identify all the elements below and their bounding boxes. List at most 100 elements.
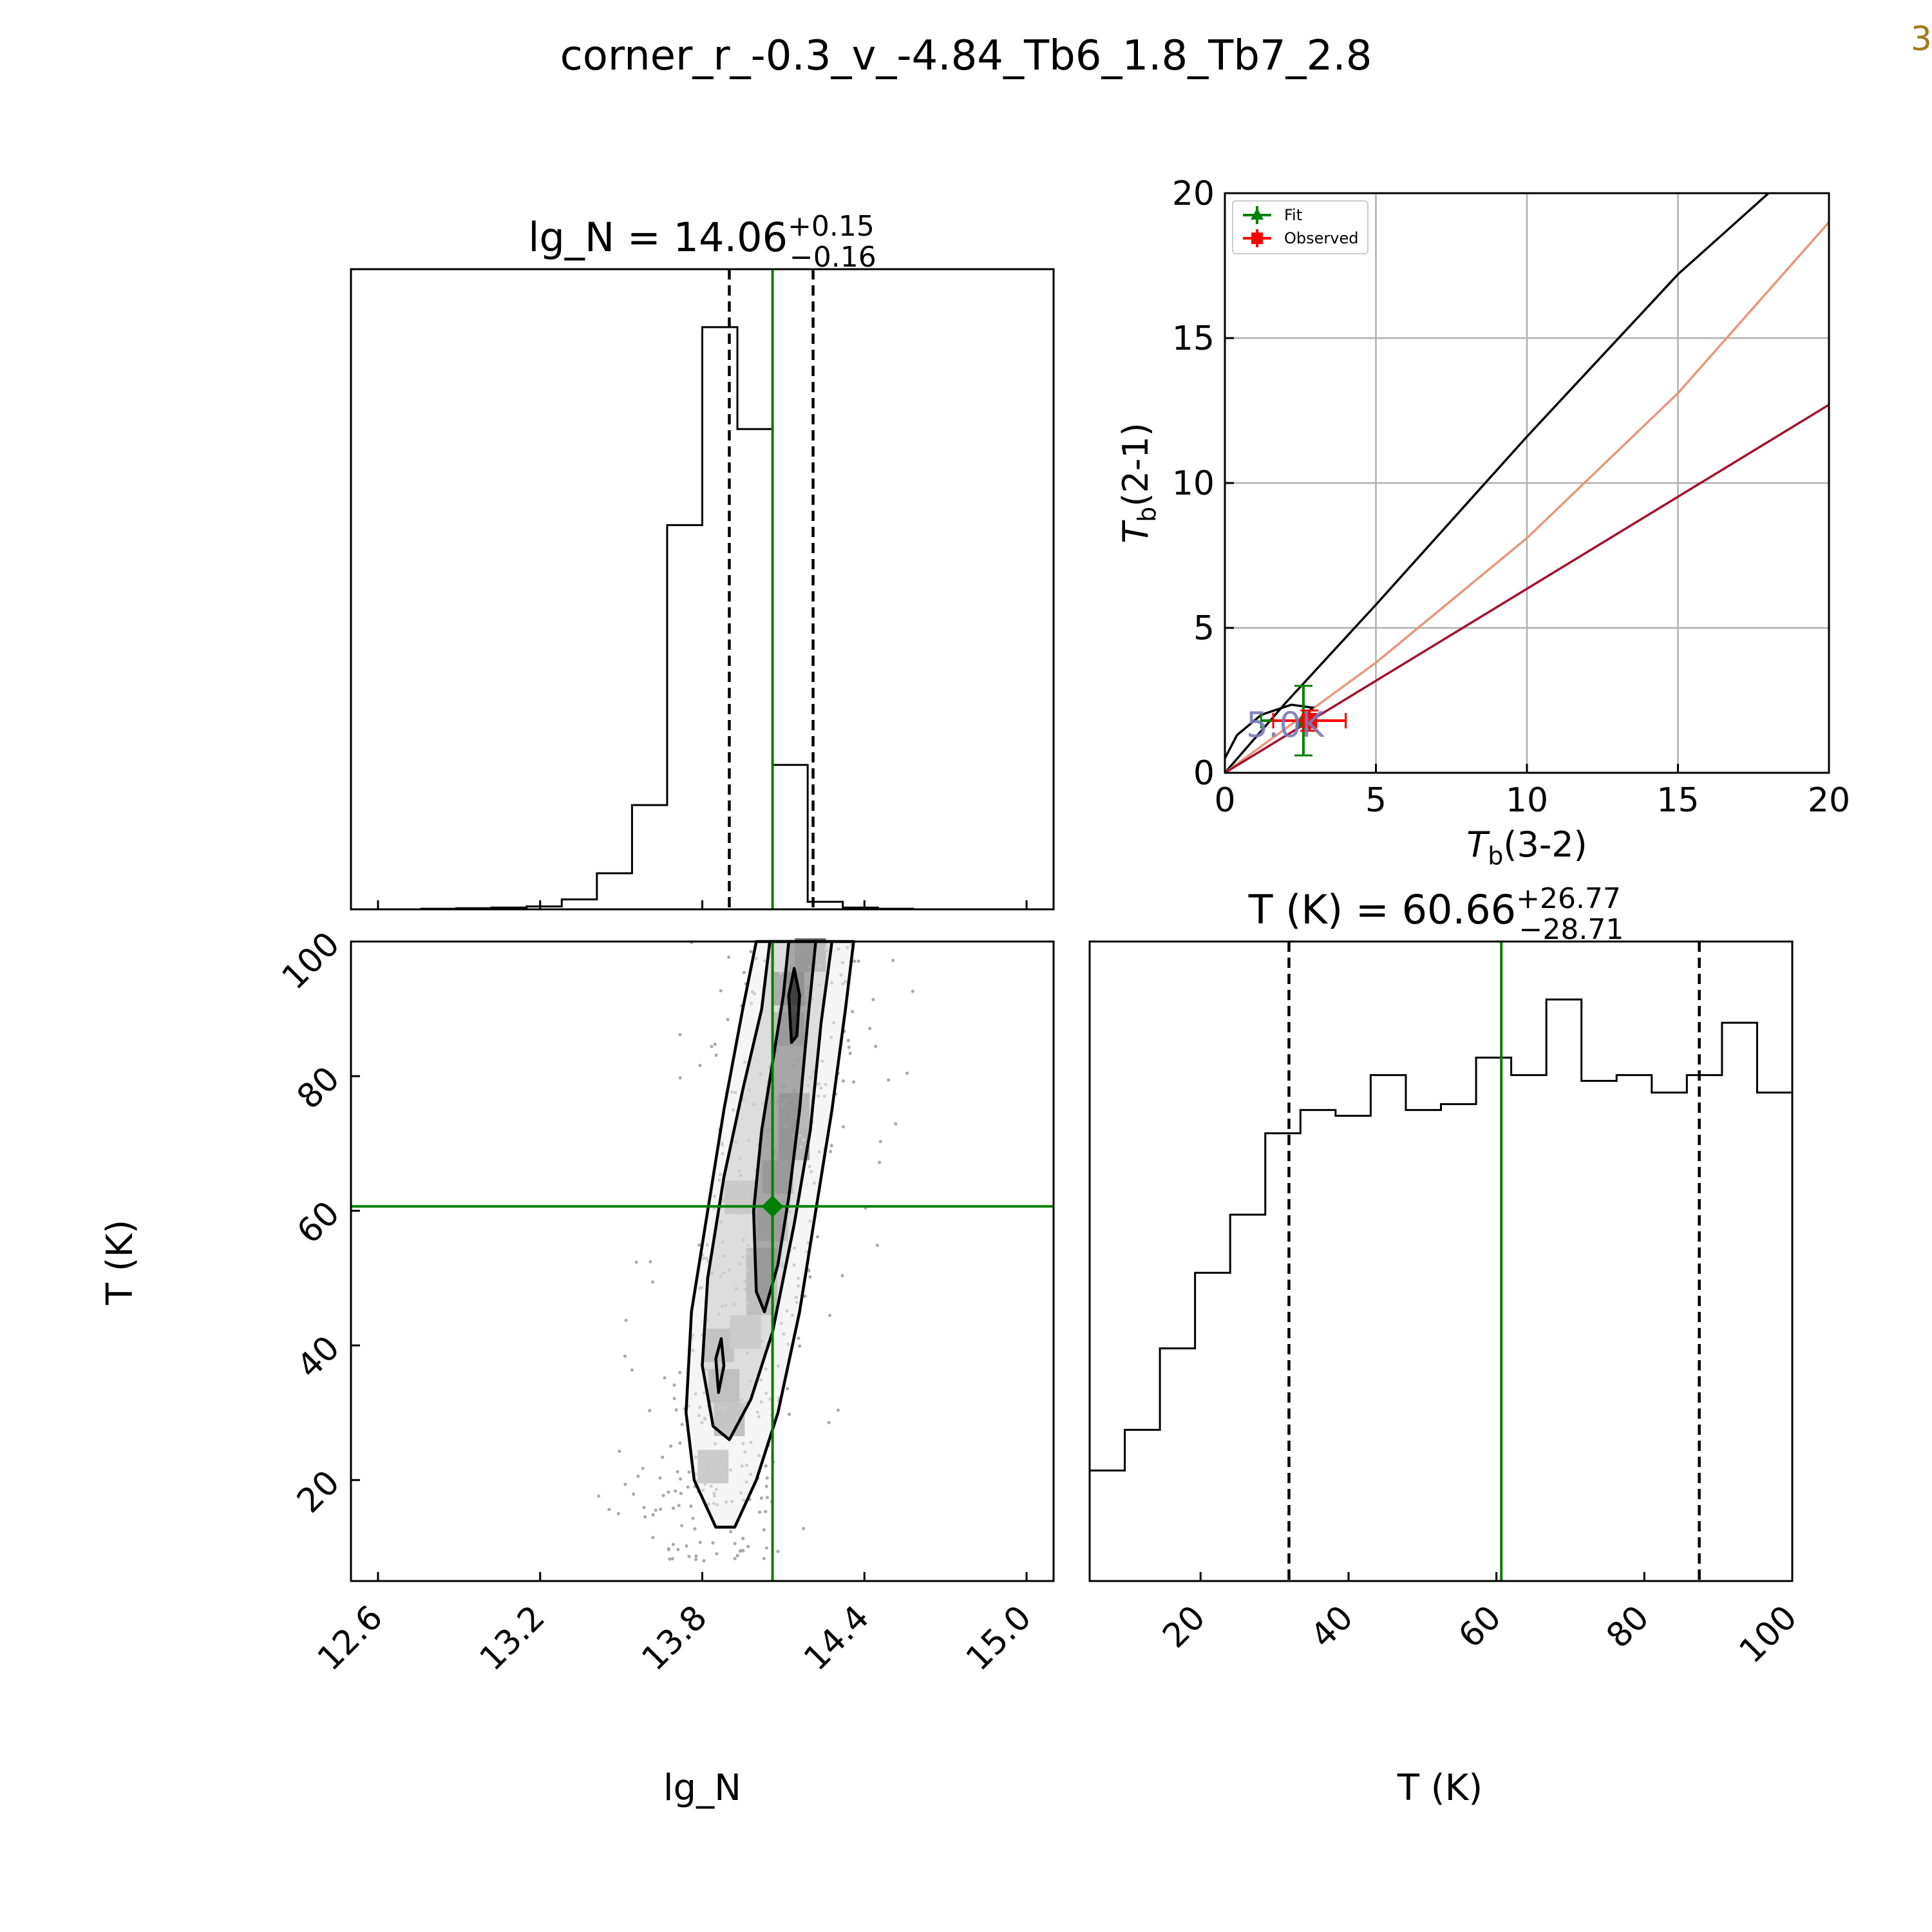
outlier-point: [713, 1042, 717, 1046]
outlier-point: [623, 1482, 627, 1486]
ratio-x-tick-label: 0: [1214, 781, 1235, 820]
outlier-point: [887, 1078, 891, 1082]
outlier-point: [687, 1470, 691, 1474]
outlier-point: [676, 1548, 680, 1551]
outlier-point: [671, 1506, 676, 1510]
outlier-point: [848, 1052, 852, 1056]
lg-n-histogram-steps: [351, 326, 1054, 911]
outlier-point: [618, 1449, 621, 1454]
tb-ratio-panel: 5.0K 0 5 10 15 20 0 5 10 15 20 Tb(3-2) Tb(2-1) Fit Obs…: [1115, 175, 1850, 870]
outlier-point: [836, 1408, 840, 1412]
t-y-tick-label: 40: [290, 1329, 347, 1386]
outlier-point: [851, 1080, 856, 1084]
t-x-label: 40: [1303, 1598, 1361, 1656]
outlier-point: [667, 1547, 670, 1551]
outlier-point: [669, 1444, 673, 1448]
outlier-point: [698, 1063, 702, 1068]
outlier-point: [867, 1027, 872, 1030]
outlier-point: [678, 1032, 682, 1037]
legend-fit-marker: [1251, 208, 1264, 220]
outlier-point: [807, 1269, 811, 1273]
t-axis-label: T (K): [99, 1220, 141, 1305]
outlier-point: [765, 1495, 770, 1499]
outlier-point: [808, 1275, 812, 1279]
outlier-point: [764, 1464, 768, 1468]
outlier-point: [698, 1540, 702, 1544]
legend-observed-marker: [1251, 232, 1263, 244]
t-histogram-frame: [1088, 940, 1794, 1582]
t-y-tick-label: 20: [290, 1463, 347, 1520]
outlier-point: [672, 1383, 676, 1387]
outlier-point: [668, 1557, 672, 1561]
outlier-point: [738, 1549, 742, 1553]
ratio-y-tick-label: 10: [1172, 464, 1215, 503]
outlier-point: [853, 960, 857, 963]
outlier-point: [911, 989, 914, 993]
outlier-point: [764, 1510, 768, 1513]
outlier-point: [733, 1557, 737, 1560]
observed-marker: [1302, 713, 1318, 728]
outlier-point: [758, 1510, 762, 1514]
legend-label: Observed: [1284, 229, 1358, 247]
outlier-point: [840, 1274, 844, 1278]
outlier-point: [741, 1549, 745, 1553]
density-contour: [787, 967, 801, 1045]
outlier-point: [680, 1423, 684, 1426]
outlier-point: [642, 1506, 646, 1510]
outlier-point: [733, 1542, 737, 1546]
ratio-y-tick-label: 0: [1193, 754, 1215, 793]
outlier-point: [676, 1470, 679, 1473]
ratio-y-axis-label: Tb(2-1): [1115, 422, 1161, 543]
outlier-point: [847, 1045, 851, 1049]
corner-mark: 3: [1911, 20, 1932, 59]
outlier-point: [857, 959, 860, 963]
outlier-point: [786, 1387, 790, 1390]
outlier-point: [651, 1280, 655, 1284]
outlier-point: [715, 1551, 719, 1556]
t-histogram-title: T (K) = 60.66+26.77 −28.71: [1248, 882, 1624, 946]
ratio-y-tick-label: 20: [1172, 175, 1215, 213]
legend-label: Fit: [1284, 206, 1302, 224]
outlier-point: [694, 1557, 698, 1561]
t-y-tick-label: 60: [290, 1194, 347, 1251]
t-x-label: 60: [1452, 1598, 1509, 1656]
outlier-point: [694, 1554, 698, 1558]
t-x-label: 100: [1732, 1598, 1805, 1671]
t-y-tick-label: 100: [275, 925, 348, 998]
outlier-point: [624, 1318, 628, 1322]
outlier-point: [846, 1038, 850, 1043]
outlier-point: [746, 1544, 750, 1548]
outlier-point: [671, 1542, 675, 1546]
truth-marker: [761, 1195, 784, 1218]
outlier-point: [827, 1421, 831, 1425]
t-x-label: 80: [1599, 1598, 1656, 1656]
outlier-point: [686, 1485, 690, 1489]
outlier-point: [741, 1537, 745, 1540]
outlier-point: [762, 1557, 766, 1560]
outlier-point: [726, 1018, 730, 1021]
outlier-point: [878, 1140, 882, 1144]
ratio-x-tick-label: 15: [1656, 781, 1699, 820]
outlier-point: [674, 1489, 677, 1493]
outlier-point: [596, 1494, 601, 1498]
figure-title: corner_r_-0.3_v_-4.84_Tb6_1.8_Tb7_2.8: [560, 32, 1372, 80]
outlier-point: [678, 1370, 682, 1374]
outlier-point: [679, 1492, 683, 1495]
outlier-point: [764, 1484, 768, 1488]
outlier-point: [678, 1441, 682, 1445]
ratio-x-tick-label: 20: [1808, 781, 1850, 820]
outlier-point: [787, 1412, 791, 1416]
outlier-point: [765, 1476, 769, 1480]
outlier-point: [643, 1515, 647, 1519]
outlier-point: [693, 1527, 697, 1531]
ratio-y-tick-label: 15: [1172, 319, 1215, 358]
outlier-point: [776, 1549, 780, 1553]
outlier-point: [654, 1508, 658, 1512]
outlier-point: [815, 1235, 819, 1239]
t-histogram-steps: [1088, 998, 1794, 1581]
t-histogram-panel: 20 40 60 80 100 T (K) = 60.66+26.77 −28.71 T (K…: [1088, 882, 1805, 1809]
outlier-point: [719, 989, 723, 992]
outlier-point: [636, 1474, 640, 1478]
lg-n-x-label: 12.6: [310, 1598, 390, 1678]
